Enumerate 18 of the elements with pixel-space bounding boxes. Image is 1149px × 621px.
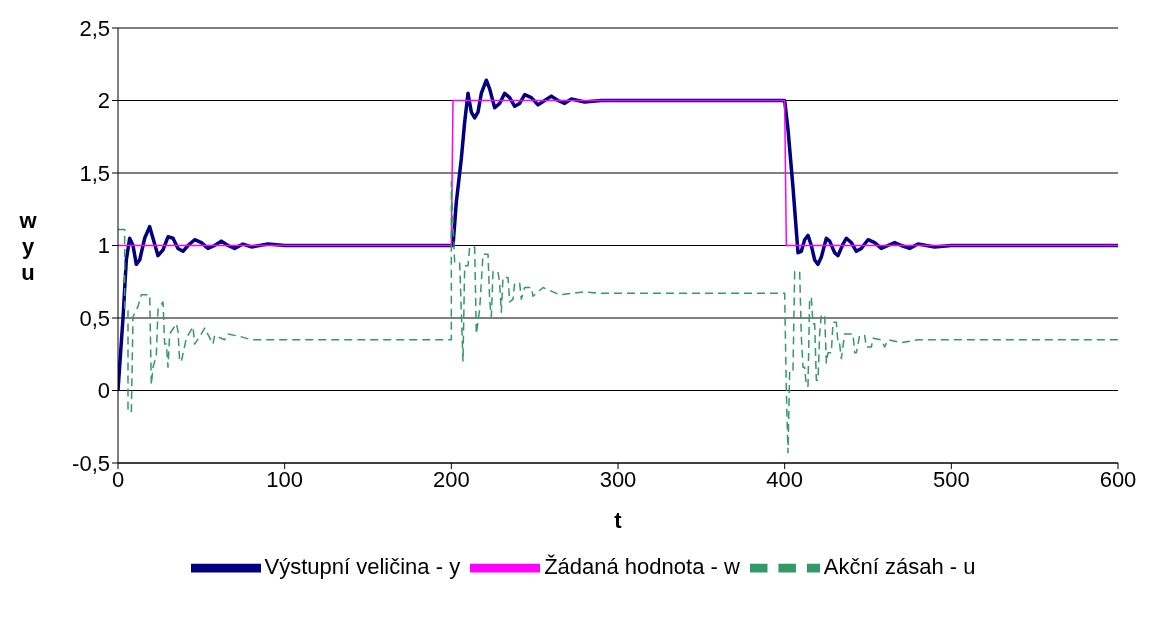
x-tick-label: 100 bbox=[266, 466, 304, 492]
y-tick-label: 1,5 bbox=[79, 160, 110, 186]
y-tick-label: 0 bbox=[97, 378, 110, 404]
legend-label: Výstupní veličina - y bbox=[264, 553, 461, 579]
y-tick-label: 1 bbox=[97, 233, 110, 259]
x-tick-label: 600 bbox=[1099, 466, 1137, 492]
y-tick-label: -0,5 bbox=[72, 450, 110, 476]
legend-label: Akční zásah - u bbox=[823, 553, 976, 579]
y-tick-label: 0,5 bbox=[79, 305, 110, 331]
x-tick-label: 400 bbox=[766, 466, 804, 492]
x-tick-label: 200 bbox=[432, 466, 470, 492]
y-tick-label: 2 bbox=[97, 88, 110, 114]
x-axis-title: t bbox=[614, 508, 623, 533]
x-tick-label: 500 bbox=[932, 466, 970, 492]
y-tick-label: 2,5 bbox=[79, 15, 110, 41]
y-axis-title: w y u bbox=[18, 207, 38, 285]
x-tick-label: 300 bbox=[599, 466, 637, 492]
legend-label: Žádaná hodnota - w bbox=[544, 553, 740, 579]
